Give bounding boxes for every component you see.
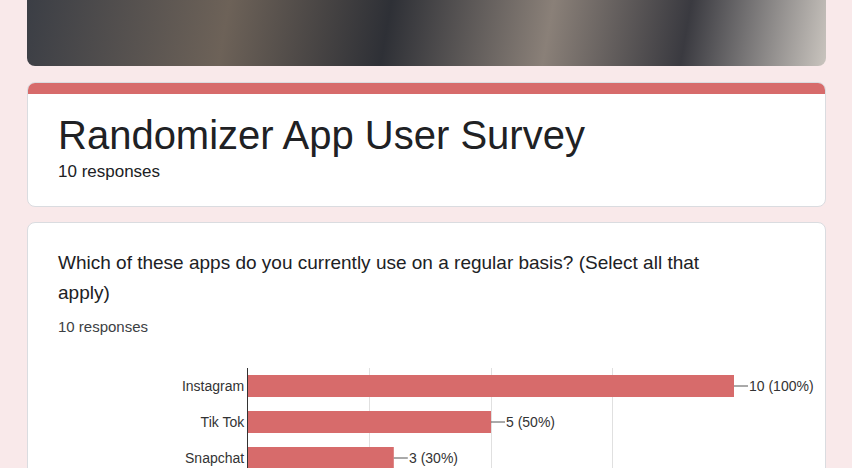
svg-text:Tik Tok: Tik Tok [201, 414, 246, 430]
html-text:10 responses: 10 responses [58, 162, 161, 181]
svg-text:5 (50%): 5 (50%) [506, 414, 555, 430]
svg-text:Snapchat: Snapchat [185, 450, 244, 466]
svg-text:10 (100%): 10 (100%) [749, 378, 814, 394]
html-text:Which of these apps do you cur: Which of these apps do you currently use… [58, 252, 700, 303]
svg-text:Instagram: Instagram [182, 378, 244, 394]
html-text:Randomizer App User Survey: Randomizer App User Survey [58, 113, 585, 157]
html-text:10 responses: 10 responses [58, 318, 149, 335]
svg-text:3 (30%): 3 (30%) [409, 450, 458, 466]
